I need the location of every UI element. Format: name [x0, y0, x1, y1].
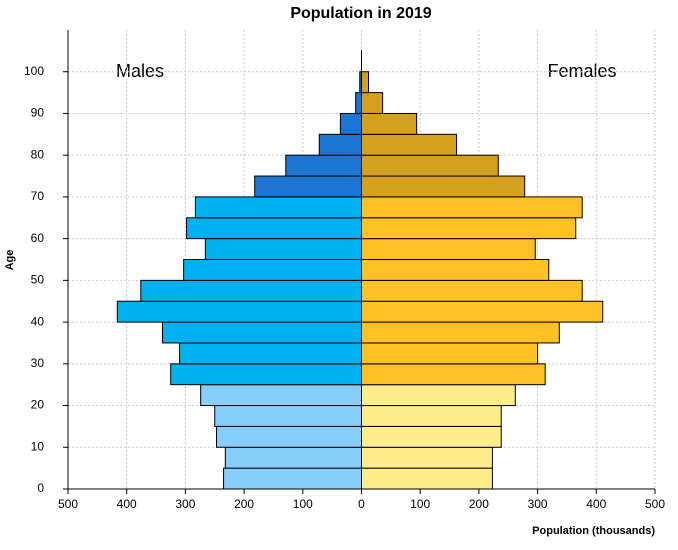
bar [194, 196, 362, 219]
bar [140, 279, 362, 302]
bar [361, 425, 502, 448]
y-tick-label: 40 [31, 314, 45, 328]
bar [214, 405, 362, 427]
bar [361, 321, 560, 344]
x-tick-label: 400 [586, 497, 606, 511]
x-tick-label: 100 [410, 497, 430, 511]
bar [200, 384, 362, 407]
x-tick-label: 400 [117, 497, 137, 511]
y-tick-label: 20 [31, 398, 45, 412]
bar [361, 467, 493, 490]
bar [224, 446, 362, 469]
bar [216, 425, 362, 448]
bar [204, 238, 362, 261]
y-tick-label: 60 [31, 231, 45, 245]
bar [183, 259, 362, 281]
bar [339, 112, 363, 135]
y-tick-label: 30 [31, 356, 45, 370]
chart-title: Population in 2019 [290, 5, 431, 22]
y-axis-label: Age [4, 250, 16, 271]
bar [355, 92, 363, 114]
bar [361, 363, 546, 386]
y-tick-label: 70 [31, 189, 45, 203]
bar [254, 175, 362, 198]
bar [116, 300, 362, 323]
bar [361, 446, 493, 469]
bar [361, 154, 499, 177]
bar [318, 133, 362, 156]
bar [186, 217, 362, 240]
bar [179, 342, 362, 365]
x-tick-label: 300 [175, 497, 195, 511]
bar [223, 467, 362, 490]
bar [361, 217, 577, 240]
bar [361, 300, 604, 323]
bar [285, 154, 363, 177]
bar [162, 321, 362, 344]
x-tick-label: 100 [293, 497, 313, 511]
bar [361, 384, 516, 407]
bar [361, 112, 418, 135]
series-label: Males [116, 61, 164, 81]
y-tick-label: 100 [24, 64, 44, 78]
bar [361, 342, 539, 365]
y-tick-label: 10 [31, 439, 45, 453]
x-tick-label: 0 [358, 497, 365, 511]
x-axis-label: Population (thousands) [532, 525, 655, 537]
bar [361, 92, 384, 114]
bar [361, 238, 536, 261]
bar [361, 175, 526, 198]
series-label: Females [547, 61, 616, 81]
x-tick-label: 500 [645, 497, 665, 511]
bar [361, 196, 583, 219]
y-tick-label: 50 [31, 273, 45, 287]
x-tick-label: 300 [528, 497, 548, 511]
x-tick-label: 200 [469, 497, 489, 511]
bar [170, 363, 362, 386]
x-tick-label: 500 [58, 497, 78, 511]
y-tick-label: 0 [37, 481, 44, 495]
bar [361, 405, 502, 427]
bar [361, 133, 458, 156]
x-tick-label: 200 [234, 497, 254, 511]
bar [361, 279, 583, 302]
y-tick-label: 80 [31, 147, 45, 161]
y-tick-label: 90 [31, 106, 45, 120]
bar [361, 71, 370, 94]
bar [361, 259, 550, 281]
